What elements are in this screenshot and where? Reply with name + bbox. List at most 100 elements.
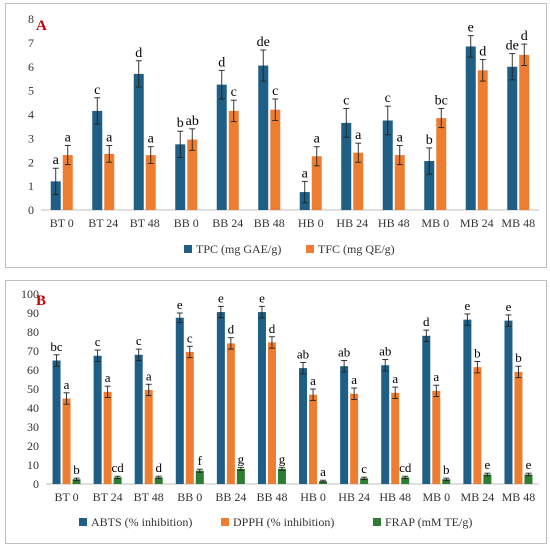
bar — [524, 474, 533, 484]
significance-label: a — [65, 131, 72, 146]
x-tick-label: BT 0 — [50, 216, 74, 230]
bar — [477, 70, 488, 210]
significance-label: c — [343, 94, 349, 109]
x-tick-label: MB 24 — [460, 216, 494, 230]
bar — [422, 335, 431, 484]
bar — [134, 354, 143, 484]
bar — [309, 394, 318, 484]
bar — [133, 73, 144, 210]
significance-label: d — [135, 46, 142, 61]
bar — [319, 481, 328, 484]
significance-label: e — [259, 290, 265, 305]
x-tick-label: HB 48 — [378, 216, 410, 230]
significance-label: a — [320, 464, 326, 479]
y-tick-label: 10 — [27, 458, 39, 472]
bar — [258, 65, 269, 211]
significance-label: a — [146, 368, 152, 383]
significance-label: c — [187, 330, 193, 345]
bar — [504, 320, 513, 484]
legend-label: TFC (mg QE/g) — [318, 242, 395, 256]
legend-swatch — [79, 518, 87, 526]
significance-label: a — [53, 153, 60, 168]
y-tick-label: 70 — [27, 344, 39, 358]
bar — [350, 393, 359, 484]
y-tick-label: 1 — [28, 179, 34, 193]
bar — [104, 153, 115, 210]
bar — [257, 312, 266, 484]
x-tick-label: HB 48 — [379, 490, 411, 504]
y-tick-label: 30 — [27, 420, 39, 434]
bar — [195, 470, 204, 484]
bar — [103, 391, 112, 484]
significance-label: ab — [338, 345, 350, 360]
legend-swatch — [306, 245, 314, 253]
x-tick-label: MB 48 — [502, 490, 536, 504]
bar — [463, 319, 472, 484]
bar — [62, 155, 73, 210]
y-tick-label: 5 — [28, 84, 34, 98]
significance-label: d — [155, 460, 162, 475]
x-tick-label: MB 48 — [501, 216, 535, 230]
bar — [175, 317, 184, 484]
bar — [514, 371, 523, 484]
y-tick-label: 8 — [28, 12, 34, 26]
significance-label: a — [105, 370, 111, 385]
bar — [382, 120, 393, 210]
bar — [507, 66, 518, 210]
bar — [52, 360, 61, 484]
bar — [353, 152, 364, 210]
y-tick-label: 4 — [28, 108, 34, 122]
y-tick-label: 0 — [33, 477, 39, 491]
bar — [436, 118, 447, 210]
bar — [175, 144, 186, 210]
significance-label: d — [423, 314, 430, 329]
legend-swatch — [373, 518, 381, 526]
bar — [442, 479, 451, 484]
significance-label: d — [479, 45, 486, 60]
significance-label: e — [218, 290, 224, 305]
bar — [216, 312, 225, 484]
significance-label: e — [468, 21, 474, 36]
significance-label: bc — [50, 339, 63, 354]
legend-label: DPPH (% inhibition) — [233, 515, 334, 529]
panel-label: A — [36, 18, 47, 34]
x-tick-label: BT 48 — [130, 216, 160, 230]
y-tick-label: 100 — [21, 287, 39, 301]
bar — [473, 367, 482, 484]
significance-label: e — [484, 457, 490, 472]
panel-label: B — [36, 293, 46, 309]
significance-label: d — [269, 321, 276, 336]
y-tick-label: 2 — [28, 155, 34, 169]
significance-label: cd — [399, 460, 412, 475]
bar — [391, 392, 400, 484]
significance-label: ab — [297, 346, 309, 361]
x-tick-label: HB 0 — [300, 490, 326, 504]
x-tick-label: BB 24 — [215, 490, 246, 504]
significance-label: de — [506, 39, 519, 54]
bar — [113, 477, 122, 484]
legend-swatch — [221, 518, 229, 526]
significance-label: a — [351, 372, 357, 387]
significance-label: g — [279, 451, 286, 466]
y-tick-label: 0 — [28, 203, 34, 217]
bar — [277, 468, 286, 484]
y-tick-label: 90 — [27, 306, 39, 320]
bar — [185, 351, 194, 484]
bar — [401, 477, 410, 484]
significance-label: a — [314, 132, 321, 147]
bar — [424, 161, 435, 210]
bar — [519, 54, 530, 210]
significance-label: bc — [435, 94, 448, 109]
bar — [145, 155, 156, 210]
significance-label: a — [392, 371, 398, 386]
y-tick-label: 40 — [27, 401, 39, 415]
bar — [381, 365, 390, 484]
bar — [144, 389, 153, 484]
x-tick-label: BT 48 — [134, 490, 164, 504]
bar — [270, 109, 281, 210]
bar — [341, 122, 352, 210]
significance-label: c — [231, 85, 237, 100]
bar — [465, 46, 476, 210]
x-tick-label: HB 24 — [336, 216, 368, 230]
bar — [267, 342, 276, 484]
